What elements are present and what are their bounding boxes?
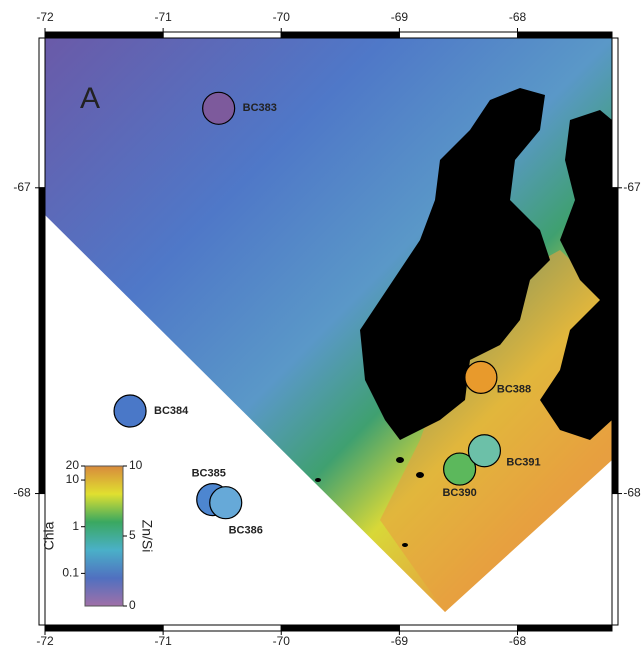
colorbar-tick-label: 10 [66, 472, 80, 486]
colorbar-tick-label: 0 [129, 598, 136, 612]
x-tick-label: -70 [273, 634, 291, 648]
frame-stripe [45, 625, 163, 631]
station-label: BC388 [497, 383, 531, 395]
x-tick-label: -70 [273, 10, 291, 24]
station-label: BC383 [243, 102, 277, 114]
station-label: BC391 [506, 457, 540, 469]
frame-stripe [399, 32, 517, 38]
y-tick-label: -67 [13, 180, 31, 194]
frame-stripe [518, 32, 613, 38]
colorbar-tick-label: 5 [129, 528, 136, 542]
island [396, 457, 404, 463]
x-tick-label: -72 [36, 634, 54, 648]
frame-stripe [612, 38, 618, 188]
frame-stripe [281, 32, 399, 38]
frame-stripe [612, 494, 618, 625]
y-tick-label: -67 [623, 180, 641, 194]
x-tick-label: -71 [154, 634, 172, 648]
colorbar-tick-label: 1 [72, 519, 79, 533]
island [402, 543, 408, 547]
x-tick-label: -69 [391, 634, 409, 648]
station-label: BC386 [229, 525, 263, 537]
x-tick-label: -68 [509, 634, 527, 648]
station-label: BC390 [442, 487, 476, 499]
station-label: BC385 [192, 468, 226, 480]
field [45, 38, 612, 612]
station [465, 361, 497, 393]
x-tick-label: -71 [154, 10, 172, 24]
frame-stripe [45, 32, 163, 38]
frame-stripe [518, 625, 613, 631]
frame-stripe [399, 625, 517, 631]
frame-stripe [39, 494, 45, 625]
colorbar-title: Zn/Si [139, 520, 155, 553]
frame-stripe [281, 625, 399, 631]
x-tick-label: -68 [509, 10, 527, 24]
frame-stripe [163, 32, 281, 38]
station [114, 395, 146, 427]
y-tick-label: -68 [13, 486, 31, 500]
panel-label: A [80, 82, 100, 115]
colorbar-tick-label: 20 [66, 458, 80, 472]
colorbar-tick-label: 10 [129, 458, 143, 472]
x-tick-label: -72 [36, 10, 54, 24]
frame-stripe [163, 625, 281, 631]
colorbar-title: Chla [41, 521, 57, 550]
colorbar [85, 466, 123, 606]
station [203, 92, 235, 124]
colorbar-tick-label: 0.1 [62, 566, 79, 580]
island [416, 472, 424, 478]
station [468, 435, 500, 467]
station-label: BC384 [154, 405, 189, 417]
map-figure: A -72 -72 -71 -71 -70 -70 -69 -69 -68 -68 -67 -67 -6… [0, 0, 642, 652]
frame-stripe [612, 188, 618, 494]
station [210, 487, 242, 519]
frame-stripe [39, 38, 45, 188]
island [315, 478, 321, 482]
x-tick-label: -69 [391, 10, 409, 24]
frame-stripe [39, 188, 45, 494]
y-tick-label: -68 [623, 486, 641, 500]
